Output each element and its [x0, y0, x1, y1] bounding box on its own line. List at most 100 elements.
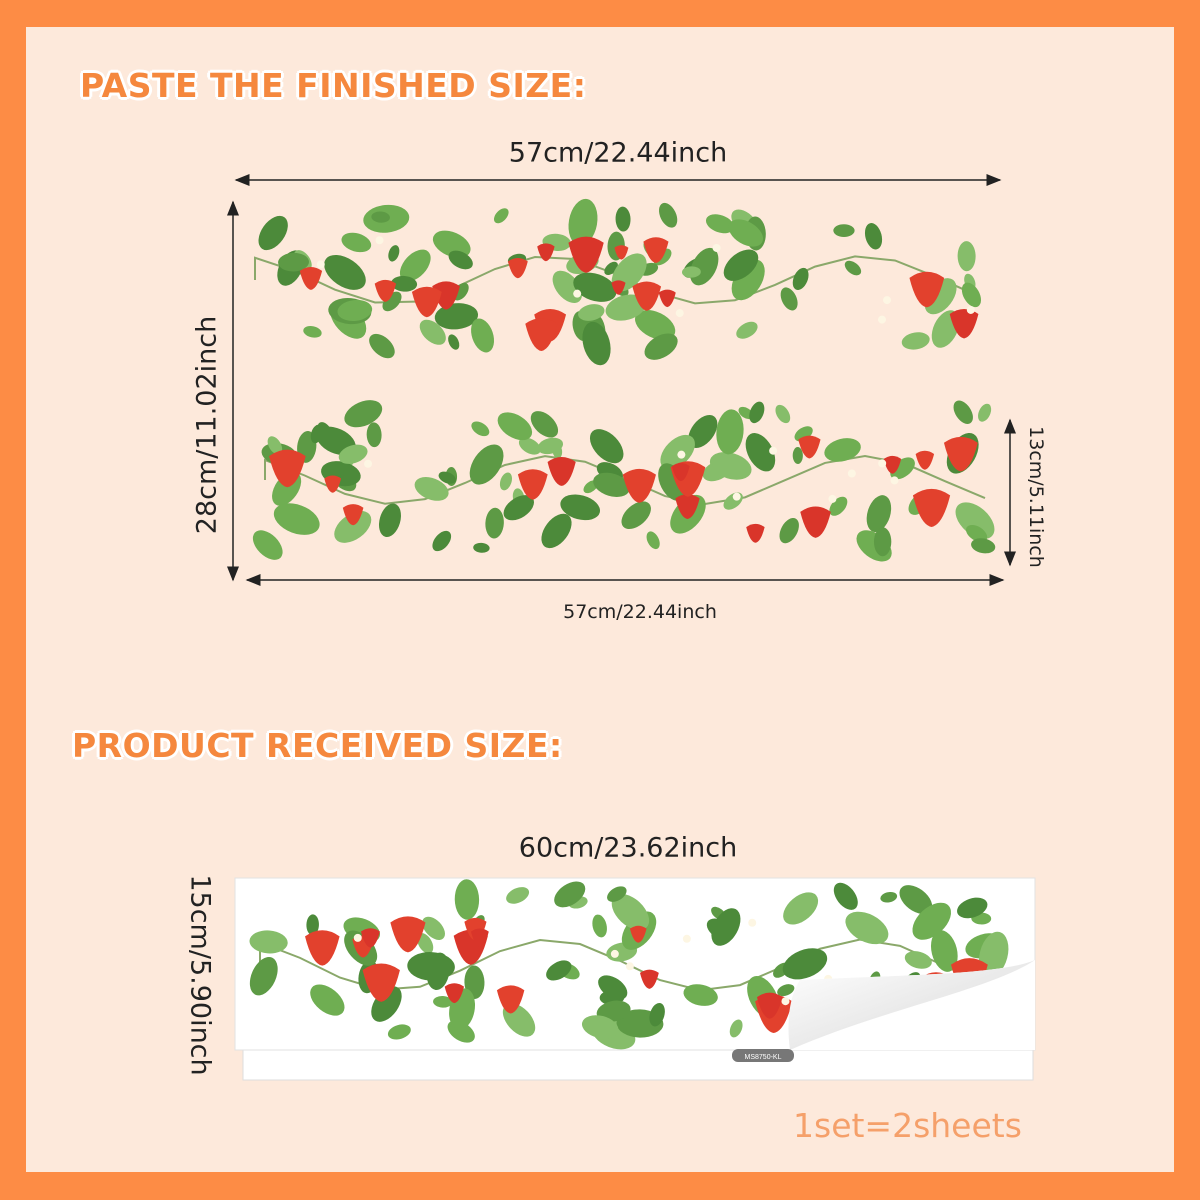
strawberry: [912, 488, 951, 527]
leaf: [341, 232, 372, 253]
leaf: [499, 472, 512, 491]
leaf: [581, 1015, 619, 1039]
leaf: [485, 507, 504, 539]
blossom: [316, 260, 325, 269]
leaf: [369, 333, 395, 359]
strawberry: [909, 271, 945, 308]
blossom: [883, 296, 892, 305]
leaf: [422, 916, 445, 940]
strawberry: [324, 475, 342, 493]
leaf: [546, 960, 572, 981]
leaf: [432, 230, 471, 258]
leaf: [833, 882, 858, 910]
leaf: [448, 334, 460, 350]
leaf: [593, 472, 630, 497]
leaf: [278, 252, 310, 272]
strawberry: [362, 963, 400, 1002]
leaf: [844, 260, 862, 276]
strawberry: [269, 449, 306, 488]
strawberry: [614, 245, 629, 260]
leaf: [334, 511, 372, 543]
received-size-heading: PRODUCT RECEIVED SIZE:: [72, 726, 563, 765]
leaf: [681, 266, 701, 278]
leaf: [493, 208, 509, 224]
leaf: [337, 299, 373, 322]
leaf: [417, 933, 434, 954]
strawberry: [547, 457, 576, 486]
leaf: [448, 250, 473, 270]
leaf: [592, 914, 607, 938]
leaf: [845, 911, 889, 945]
strawberry: [568, 236, 604, 273]
strawberry: [537, 243, 555, 262]
strawberry: [800, 506, 831, 538]
blossom: [677, 450, 686, 459]
strawberry: [496, 985, 525, 1014]
blossom: [610, 949, 619, 958]
leaf: [792, 267, 809, 291]
strawberry: [411, 286, 442, 318]
leaf: [303, 326, 322, 338]
leaf: [252, 530, 283, 560]
strawberry: [374, 279, 397, 302]
leaf: [471, 318, 495, 353]
leaf: [782, 948, 828, 980]
leaf: [407, 952, 455, 981]
leaf: [497, 412, 533, 441]
leaf: [978, 403, 992, 422]
page-curl: [788, 960, 1035, 1050]
leaf: [901, 332, 930, 350]
leaf: [469, 444, 504, 485]
leaf: [433, 995, 453, 1008]
blossom: [828, 494, 837, 503]
leaf: [688, 414, 718, 449]
strawberry: [360, 928, 380, 948]
leaf: [711, 908, 741, 946]
strawberry: [798, 435, 821, 459]
leaf: [432, 530, 452, 552]
leaf: [399, 249, 431, 282]
leaf: [324, 254, 366, 290]
blossom: [878, 459, 887, 468]
leaf: [554, 881, 586, 908]
strawberry: [611, 280, 626, 295]
leaf: [578, 304, 605, 321]
strawberry: [305, 930, 340, 966]
strawberry: [658, 289, 676, 308]
leaf: [904, 951, 932, 969]
leaf: [749, 401, 765, 424]
blossom: [625, 962, 634, 971]
leaf: [306, 914, 319, 936]
strawberry: [299, 267, 323, 290]
leaf: [659, 202, 678, 228]
finished-size-heading: PASTE THE FINISHED SIZE:: [80, 66, 587, 105]
leaf: [503, 495, 535, 521]
leaf: [660, 434, 695, 470]
blossom: [748, 918, 757, 927]
leaf: [454, 879, 480, 920]
blossom: [364, 459, 373, 468]
blossom: [375, 236, 384, 245]
leaf: [621, 501, 651, 530]
leaf: [589, 429, 624, 464]
strawberry: [432, 281, 460, 310]
leaf: [864, 223, 883, 250]
leaf: [824, 438, 861, 462]
leaf: [912, 902, 952, 940]
leaf: [615, 206, 631, 232]
leaf: [792, 447, 803, 464]
leaf: [649, 1002, 665, 1027]
blossom: [353, 933, 362, 942]
leaf: [338, 444, 368, 464]
strawberry: [525, 318, 558, 352]
leaf: [646, 531, 660, 550]
leaf: [683, 984, 718, 1006]
strawberry: [949, 309, 979, 339]
strawberry: [622, 468, 656, 503]
blossom: [781, 997, 790, 1006]
leaf: [273, 503, 320, 535]
finished-bottom-width-label: 57cm/22.44inch: [563, 601, 717, 623]
leaf: [249, 930, 288, 954]
leaf: [709, 452, 752, 480]
